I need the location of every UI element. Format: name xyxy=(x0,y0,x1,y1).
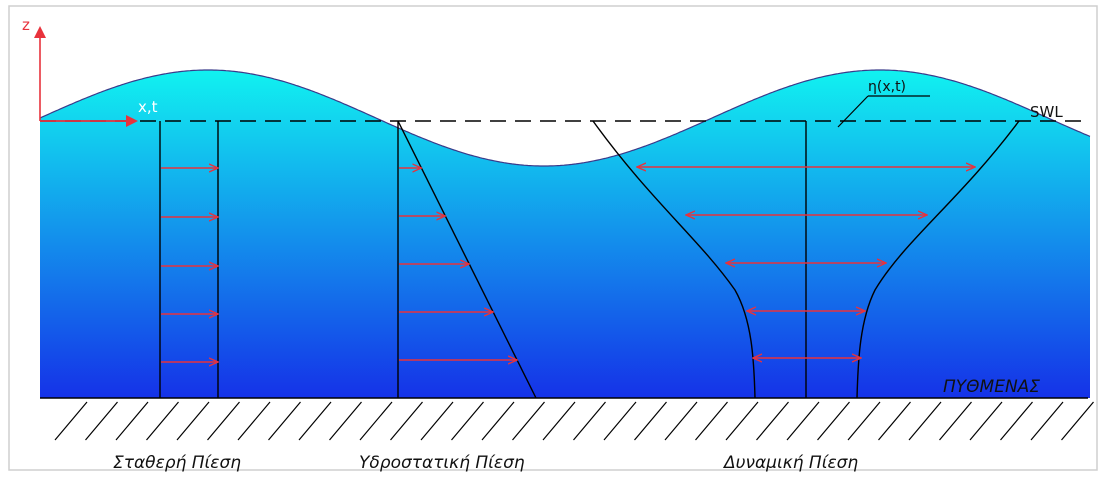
z-axis-arrowhead xyxy=(34,26,46,38)
seabed-hatch-line xyxy=(1000,401,1033,441)
seabed-hatch-line xyxy=(542,401,576,441)
seabed-hatch-line xyxy=(1061,401,1094,441)
seabed-hatch-line xyxy=(847,401,881,441)
free-surface-line xyxy=(39,69,1091,167)
seabed-hatch-line xyxy=(115,401,149,441)
seabed-hatch-line xyxy=(664,401,698,441)
seabed-hatch-line xyxy=(481,401,515,441)
seabed-hatch-line xyxy=(298,401,332,441)
seabed-hatch-line xyxy=(603,401,637,441)
seabed-hatch-line xyxy=(146,401,179,441)
seabed-hatch-line xyxy=(207,401,240,441)
seabed-hatch-line xyxy=(85,401,118,441)
water-body xyxy=(40,70,1090,398)
seabed-hatch-line xyxy=(451,401,484,441)
seabed-hatch-line xyxy=(359,401,393,441)
eta-label: η(x,t) xyxy=(868,79,906,95)
seabed-hatch-line xyxy=(634,401,667,441)
seabed-hatch-line xyxy=(695,401,728,441)
seabed-hatch-line xyxy=(817,401,850,441)
seabed-hatch-line xyxy=(725,401,759,441)
seabed-hatch-line xyxy=(237,401,271,441)
swl-label: SWL xyxy=(1030,103,1063,121)
z-axis-label: z xyxy=(22,16,30,34)
seabed-hatch-line xyxy=(512,401,545,441)
x-axis-arrowhead xyxy=(126,115,138,127)
seabed-hatching xyxy=(54,401,1094,441)
seabed-label: ΠΥΘΜΕΝΑΣ xyxy=(943,377,1040,397)
seabed-hatch-line xyxy=(939,401,972,441)
seabed-hatch-line xyxy=(969,401,1003,441)
axes: z x,t xyxy=(22,16,158,127)
seabed-hatch-line xyxy=(1030,401,1064,441)
seabed-hatch-line xyxy=(329,401,362,441)
seabed-hatch-line xyxy=(420,401,454,441)
uniform-pressure-diagram xyxy=(159,121,218,398)
seabed-hatch-line xyxy=(786,401,820,441)
seabed-hatch-line xyxy=(756,401,789,441)
uniform-pressure-caption: Σταθερή Πίεση xyxy=(113,453,241,473)
seabed-hatch-line xyxy=(908,401,942,441)
dynamic-pressure-diagram xyxy=(592,120,1020,399)
hydrostatic-pressure-caption: Υδροστατική Πίεση xyxy=(359,453,525,473)
seabed-hatch-line xyxy=(878,401,911,441)
eta-pointer-line xyxy=(837,95,869,128)
seabed-hatch-line xyxy=(268,401,301,441)
seabed-hatch-line xyxy=(573,401,606,441)
x-axis-label: x,t xyxy=(138,98,158,116)
seabed-hatch-line xyxy=(176,401,210,441)
hydrostatic-pressure-diagram xyxy=(397,120,537,399)
dynamic-pressure-caption: Δυναμική Πίεση xyxy=(722,453,858,473)
seabed-hatch-line xyxy=(390,401,423,441)
seabed-hatch-line xyxy=(54,401,88,441)
